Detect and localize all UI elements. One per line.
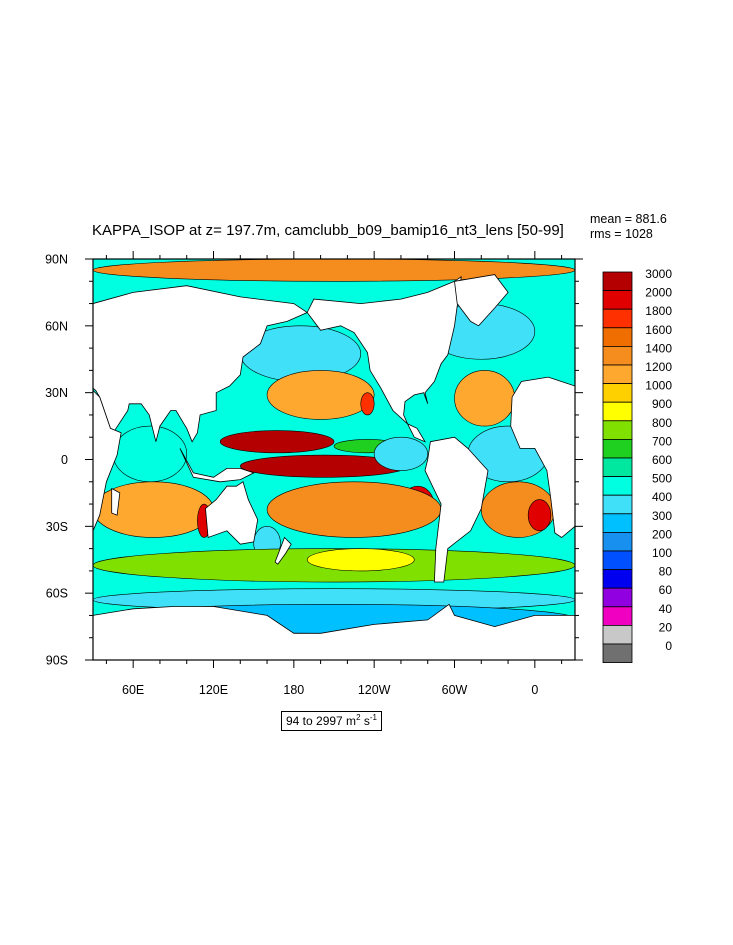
- field-region-southern-ocean-yellow: [306, 548, 415, 572]
- colorbar-label: 1600: [645, 323, 672, 337]
- colorbar-swatch: [602, 569, 633, 589]
- s-text: s: [360, 714, 370, 728]
- colorbar-label: 300: [652, 509, 672, 523]
- rms-text: rms = 1028: [590, 227, 653, 241]
- land-south-america: [424, 436, 489, 583]
- colorbar-swatch: [602, 476, 633, 496]
- colorbar-label: 2000: [645, 286, 672, 300]
- colorbar-swatch: [602, 643, 633, 664]
- colorbar-swatch: [602, 271, 633, 292]
- land-australia: [205, 481, 259, 545]
- colorbar-label: 200: [652, 527, 672, 541]
- colorbar-label: 60: [659, 583, 673, 597]
- colorbar-label: 900: [652, 397, 672, 411]
- colorbar-swatch: [602, 364, 633, 385]
- land-north-america: [306, 275, 462, 443]
- x-tick-label: 0: [531, 683, 538, 697]
- y-tick-label: 90N: [45, 253, 68, 267]
- colorbar-label: 1200: [645, 360, 672, 374]
- field-region-benguela-eddy: [527, 499, 552, 532]
- colorbar-swatch: [602, 606, 633, 626]
- colorbar-swatch: [602, 383, 633, 403]
- land-indonesia: [179, 448, 255, 483]
- colorbar-label: 1800: [645, 304, 672, 318]
- mean-text: mean = 881.6: [590, 212, 667, 226]
- colorbar-label: 800: [652, 416, 672, 430]
- field-region-indian-ocean-south: [93, 481, 214, 538]
- field-region-south-pacific-gyre: [266, 481, 442, 538]
- colorbar-swatch: [602, 532, 633, 552]
- colorbar-swatch: [602, 625, 633, 645]
- colorbar-label: 40: [659, 602, 673, 616]
- land-madagascar: [111, 487, 121, 516]
- colorbar-label: 20: [659, 620, 673, 634]
- plot-title: KAPPA_ISOP at z= 197.7m, camclubb_b09_ba…: [92, 222, 564, 239]
- x-tick-label: 120W: [358, 683, 391, 697]
- colorbar-swatch: [602, 494, 633, 515]
- land-eurasia: [93, 285, 309, 443]
- land-greenland: [454, 274, 509, 327]
- colorbar-label: 100: [652, 546, 672, 560]
- s-exponent: -1: [369, 713, 377, 722]
- colorbar-swatch: [602, 513, 633, 533]
- field-region-indian-ocean-north: [112, 425, 188, 483]
- colorbar-swatch: [602, 420, 633, 440]
- field-region-ne-pacific-eddy: [360, 392, 375, 416]
- range-text: 94 to 2997 m: [286, 714, 357, 728]
- colorbar-label: 3000: [645, 267, 672, 281]
- colorbar-label: 700: [652, 434, 672, 448]
- land-africa-west: [510, 376, 575, 538]
- colorbar-swatch: [602, 290, 633, 310]
- units-range-box: 94 to 2997 m2 s-1: [281, 711, 382, 731]
- colorbar-swatch: [602, 401, 633, 422]
- field-region-north-pacific-gyre: [266, 370, 375, 420]
- y-tick-label: 30S: [46, 520, 68, 534]
- field-region-arctic-band: [93, 259, 575, 282]
- colorbar-label: 0: [665, 639, 672, 653]
- colorbar-label: 400: [652, 490, 672, 504]
- land-new-zealand: [274, 536, 292, 565]
- field-region-equatorial-pacific-west: [219, 430, 335, 454]
- x-tick-label: 120E: [199, 683, 228, 697]
- y-tick-label: 90S: [46, 654, 68, 668]
- colorbar-swatch: [602, 457, 633, 478]
- land-antarctica: [93, 603, 575, 660]
- colorbar-label: 1000: [645, 379, 672, 393]
- colorbar-label: 1400: [645, 341, 672, 355]
- y-tick-label: 30N: [45, 386, 68, 400]
- y-tick-label: 60S: [46, 587, 68, 601]
- field-region-east-pacific-equatorial: [373, 436, 429, 471]
- y-tick-label: 0: [61, 453, 68, 467]
- land-africa: [93, 389, 122, 531]
- x-tick-label: 60E: [122, 683, 144, 697]
- colorbar-swatch: [602, 308, 633, 329]
- colorbar: 3000200018001600140012001000900800700600…: [602, 267, 673, 664]
- y-tick-label: 60N: [45, 319, 68, 333]
- colorbar-label: 600: [652, 453, 672, 467]
- colorbar-swatch: [602, 550, 633, 571]
- x-tick-label: 180: [283, 683, 304, 697]
- axis-ticks: 60E 120E 180 120W 60W 0 90N 60N 30N 0 30S 60S 90S: [45, 251, 583, 697]
- x-tick-label: 60W: [442, 683, 468, 697]
- m-exponent: 2: [356, 713, 361, 722]
- colorbar-swatch: [602, 587, 633, 608]
- colorbar-swatch: [602, 345, 633, 366]
- land-mask: [93, 274, 575, 660]
- field-region-north-atlantic-gyre: [454, 370, 516, 427]
- stats-block: mean = 881.6 rms = 1028: [590, 212, 667, 242]
- colorbar-swatch: [602, 327, 633, 347]
- colorbar-label: 500: [652, 472, 672, 486]
- colorbar-swatch: [602, 438, 633, 459]
- colorbar-label: 80: [659, 565, 673, 579]
